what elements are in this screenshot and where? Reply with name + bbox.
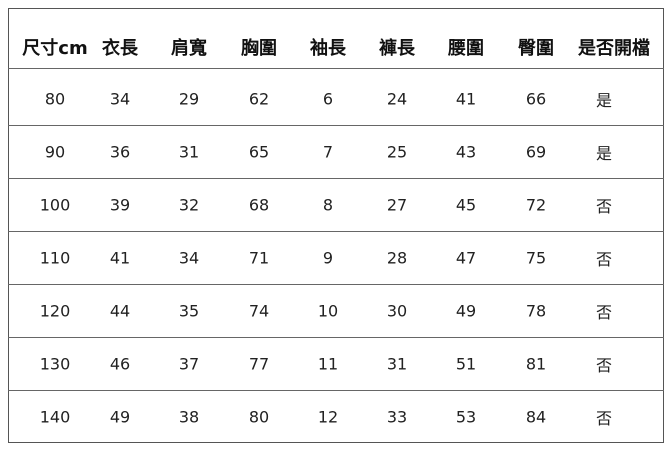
table-cell: 6 (322, 89, 334, 109)
table-cell: 74 (248, 301, 270, 321)
table-cell: 68 (248, 195, 270, 215)
table-cell: 47 (455, 248, 477, 268)
table-cell: 71 (248, 248, 270, 268)
table-cell: 78 (525, 301, 547, 321)
table-cell: 140 (39, 407, 71, 427)
table-cell: 37 (178, 354, 200, 374)
table-cell: 10 (317, 301, 339, 321)
table-cell: 8 (322, 195, 334, 215)
table-cell: 32 (178, 195, 200, 215)
table-cell: 49 (455, 301, 477, 321)
table-cell: 80 (44, 89, 66, 109)
table-cell: 44 (109, 301, 131, 321)
table-cell: 43 (455, 142, 477, 162)
table-cell: 110 (39, 248, 71, 268)
header-cell: 褲長 (379, 38, 415, 59)
table-cell: 否 (595, 250, 613, 269)
table-cell: 27 (386, 195, 408, 215)
table-cell: 49 (109, 407, 131, 427)
header-cell: 肩寬 (171, 38, 207, 59)
table-cell: 62 (248, 89, 270, 109)
table-cell: 120 (39, 301, 71, 321)
header-cell: 胸圍 (241, 38, 277, 59)
table-cell: 45 (455, 195, 477, 215)
table-cell: 11 (317, 354, 339, 374)
table-cell: 90 (44, 142, 66, 162)
table-cell: 28 (386, 248, 408, 268)
table-cell: 80 (248, 407, 270, 427)
table-cell: 24 (386, 89, 408, 109)
table-cell: 72 (525, 195, 547, 215)
table-cell: 41 (455, 89, 477, 109)
table-cell: 46 (109, 354, 131, 374)
table-cell: 否 (595, 409, 613, 428)
row-divider (8, 231, 664, 232)
table-cell: 7 (322, 142, 334, 162)
table-cell: 25 (386, 142, 408, 162)
table-cell: 77 (248, 354, 270, 374)
row-divider (8, 125, 664, 126)
table-cell: 41 (109, 248, 131, 268)
table-cell: 84 (525, 407, 547, 427)
row-divider (8, 284, 664, 285)
table-cell: 36 (109, 142, 131, 162)
table-cell: 是 (595, 144, 613, 163)
table-frame (8, 8, 664, 443)
row-divider (8, 178, 664, 179)
header-cell: 臀圍 (518, 38, 554, 59)
header-cell: 袖長 (310, 38, 346, 59)
header-cell: 衣長 (102, 38, 138, 59)
table-cell: 31 (386, 354, 408, 374)
table-cell: 29 (178, 89, 200, 109)
row-divider (8, 337, 664, 338)
table-cell: 51 (455, 354, 477, 374)
table-cell: 35 (178, 301, 200, 321)
table-cell: 否 (595, 356, 613, 375)
table-cell: 130 (39, 354, 71, 374)
table-cell: 100 (39, 195, 71, 215)
table-cell: 34 (109, 89, 131, 109)
table-cell: 30 (386, 301, 408, 321)
table-cell: 69 (525, 142, 547, 162)
table-cell: 否 (595, 303, 613, 322)
row-divider (8, 390, 664, 391)
table-cell: 12 (317, 407, 339, 427)
header-cell: 是否開檔 (578, 38, 650, 59)
table-cell: 是 (595, 91, 613, 110)
table-cell: 34 (178, 248, 200, 268)
table-cell: 31 (178, 142, 200, 162)
header-cell: 腰圍 (448, 38, 484, 59)
table-cell: 9 (322, 248, 334, 268)
table-cell: 66 (525, 89, 547, 109)
table-cell: 75 (525, 248, 547, 268)
table-cell: 38 (178, 407, 200, 427)
row-divider (8, 68, 664, 69)
table-cell: 65 (248, 142, 270, 162)
table-cell: 33 (386, 407, 408, 427)
table-cell: 81 (525, 354, 547, 374)
table-cell: 39 (109, 195, 131, 215)
header-cell: 尺寸cm (22, 38, 88, 59)
table-cell: 否 (595, 197, 613, 216)
table-cell: 53 (455, 407, 477, 427)
